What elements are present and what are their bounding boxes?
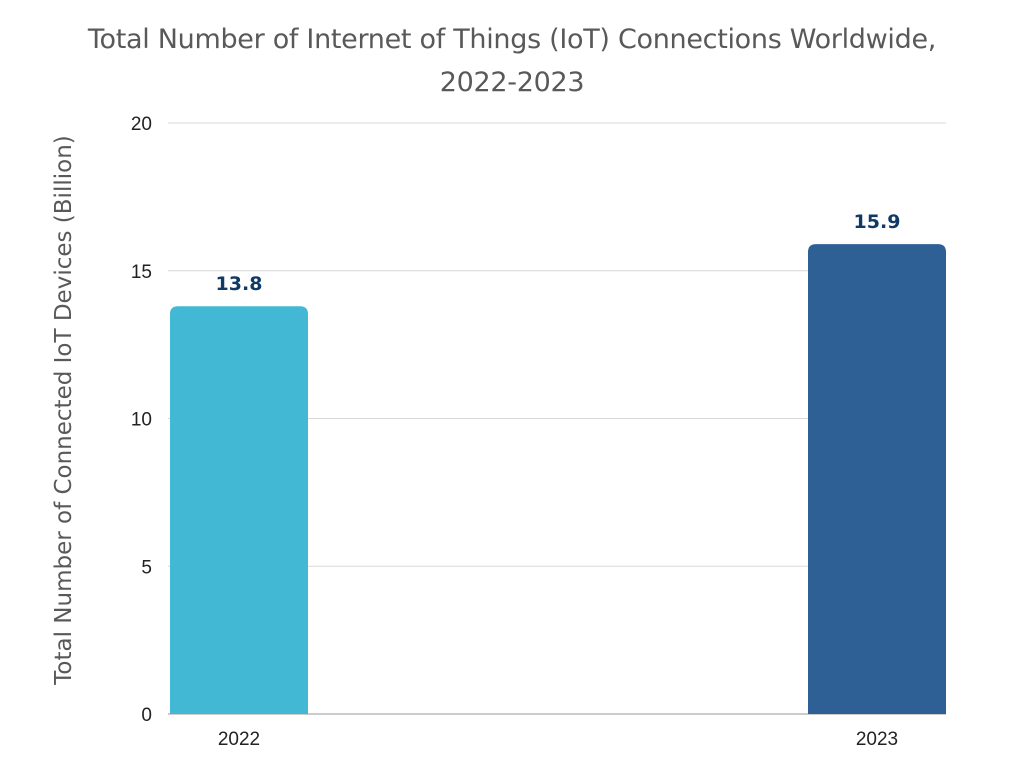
y-tick-label: 0 [141,705,152,726]
x-tick-label: 2022 [218,729,260,750]
y-tick-label: 20 [131,114,152,135]
x-tick-label: 2023 [856,729,898,750]
bar-2023 [808,244,946,714]
chart-title-line-2: 2022-2023 [439,67,585,98]
bar-2022 [170,306,308,714]
data-label: 13.8 [216,273,263,295]
y-tick-label: 5 [141,557,152,578]
data-label: 15.9 [854,211,901,233]
y-tick-label: 15 [131,262,152,283]
y-axis-label: Total Number of Connected IoT Devices (B… [51,135,77,685]
chart-title-line-1: Total Number of Internet of Things (IoT)… [87,24,937,55]
chart-title: Total Number of Internet of Things (IoT)… [0,18,1024,104]
y-tick-label: 10 [131,410,152,431]
